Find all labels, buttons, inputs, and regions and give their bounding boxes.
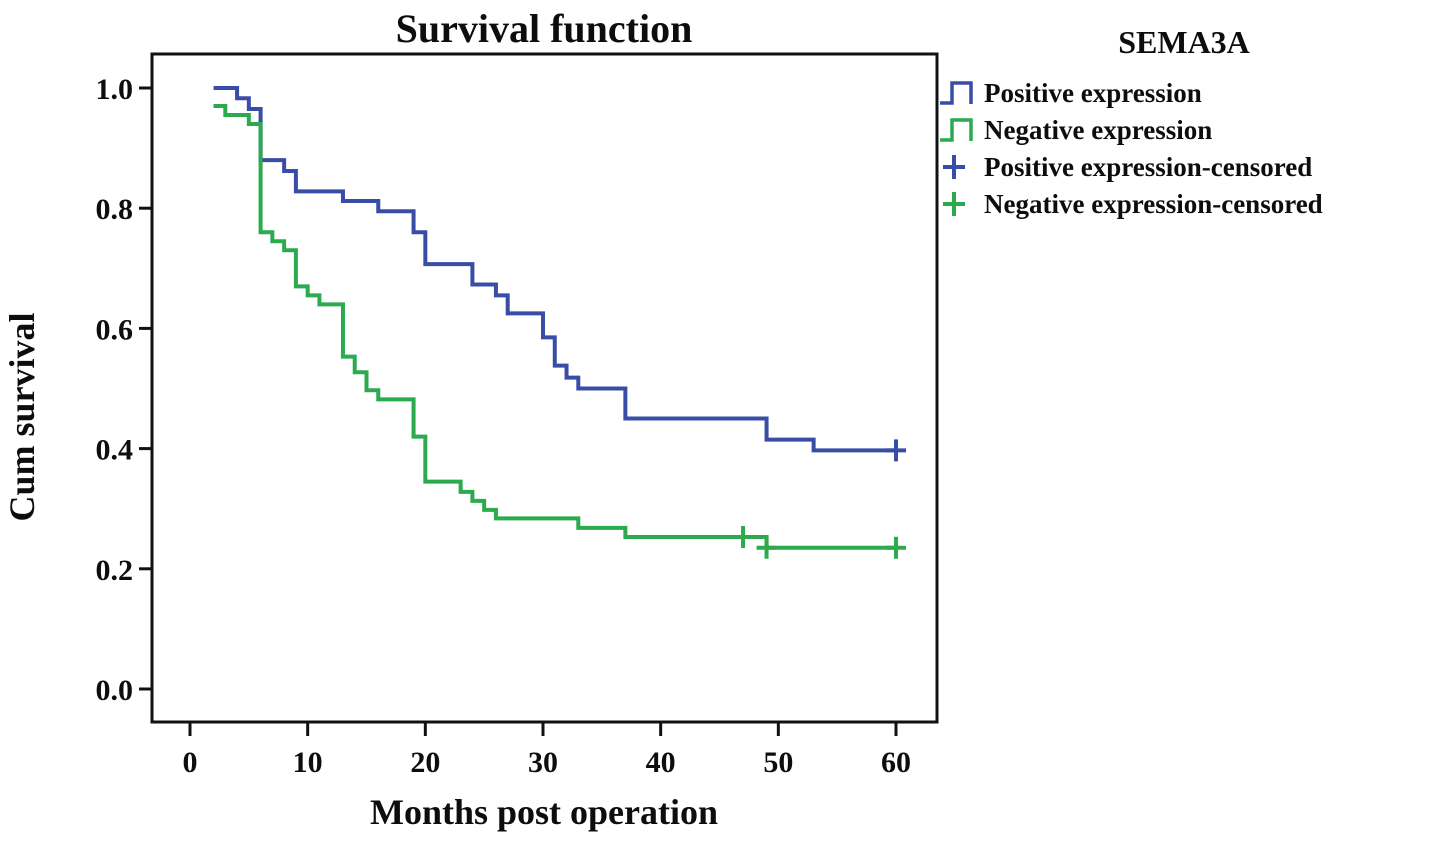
legend-rows: Positive expression Negative expression Po… — [938, 74, 1438, 222]
legend-item-label: Negative expression-censored — [984, 188, 1323, 219]
x-tick-label: 20 — [410, 746, 440, 779]
x-tick-label: 50 — [763, 746, 793, 779]
legend-item: Negative expression — [938, 111, 1438, 148]
y-tick-label: 0.8 — [96, 193, 134, 226]
legend: SEMA3A Positive expression Negative expre… — [938, 24, 1438, 222]
y-tick-label: 0.4 — [96, 434, 134, 467]
x-tick-label: 40 — [646, 746, 676, 779]
survival-curve-negative-expression — [213, 104, 897, 550]
legend-item: Negative expression-censored — [938, 185, 1438, 222]
legend-censored-plus-icon — [943, 154, 965, 179]
legend-step-icon — [940, 80, 973, 105]
survival-curve-positive-expression — [213, 86, 897, 453]
y-tick-label: 1.0 — [96, 73, 134, 106]
legend-item-label: Positive expression — [984, 77, 1202, 108]
y-axis-label: Cum survival — [2, 312, 42, 521]
plot-frame — [150, 52, 939, 724]
x-tick-label: 60 — [881, 746, 911, 779]
x-tick-label: 10 — [293, 746, 323, 779]
x-axis-label: Months post operation — [370, 792, 718, 832]
legend-title: SEMA3A — [1118, 24, 1250, 60]
legend-censored-plus-icon — [943, 191, 965, 216]
y-tick-label: 0.0 — [96, 674, 134, 707]
legend-item-label: Positive expression-censored — [984, 151, 1313, 182]
legend-item: Positive expression-censored — [938, 148, 1438, 185]
plot-area: 0 10 20 30 40 50 60 1.0 0.8 0.6 0.4 0.2 0.0 — [96, 52, 939, 779]
y-tick-label: 0.6 — [96, 313, 134, 346]
legend-step-icon — [940, 117, 973, 142]
legend-item-label: Negative expression — [984, 114, 1213, 145]
x-tick-label: 30 — [528, 746, 558, 779]
chart-title: Survival function — [396, 6, 693, 51]
legend-item: Positive expression — [938, 74, 1438, 111]
x-tick-label: 0 — [183, 746, 198, 779]
y-tick-label: 0.2 — [96, 554, 134, 587]
